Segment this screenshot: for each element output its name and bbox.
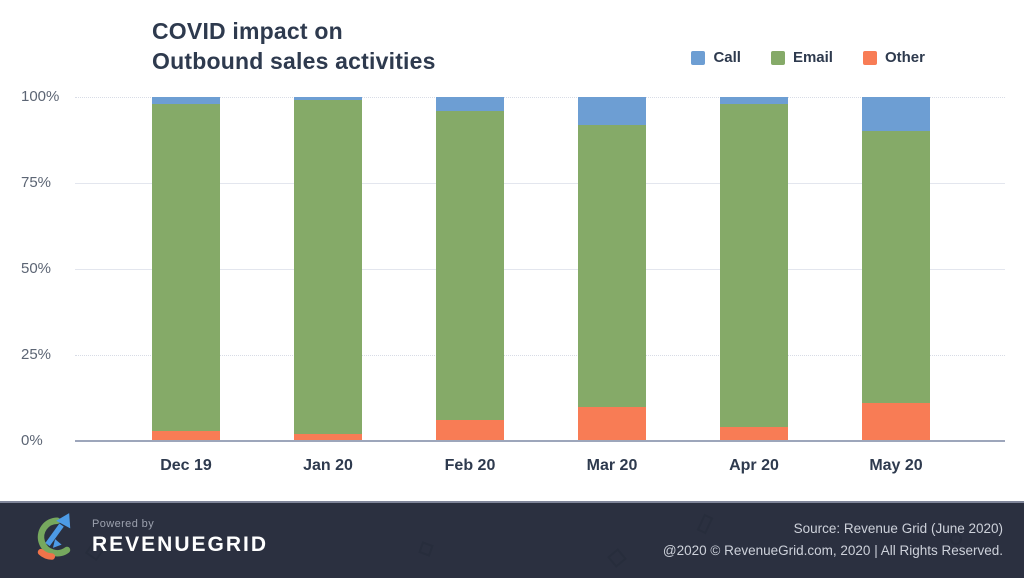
legend-label: Other	[884, 49, 925, 66]
brand-name: REVENUEGRID	[92, 532, 269, 556]
x-tick-apr-20: Apr 20	[729, 457, 779, 474]
bar-stack-feb-20	[436, 97, 504, 441]
chart-legend: Call Email Other	[691, 49, 925, 66]
x-tick-feb-20: Feb 20	[444, 457, 496, 474]
gridline-25-	[75, 355, 1005, 356]
x-axis-line	[75, 440, 1005, 442]
y-tick-50-: 50%	[21, 260, 52, 277]
gridline-100-	[75, 97, 1005, 98]
legend-label: Email	[792, 49, 833, 66]
x-axis-tick-labels: Dec 19 Jan 20 Feb 20 Mar 20 Apr 20 May 20	[115, 457, 967, 475]
bar-segment-email-apr-20	[720, 103, 788, 428]
brand-logo: Powered by REVENUEGRID	[28, 511, 268, 563]
source-line: Source: Revenue Grid (June 2020)	[793, 521, 1003, 536]
x-tick-jan-20: Jan 20	[303, 457, 353, 474]
bar-segment-other-may-20	[862, 403, 930, 441]
bar-stack-mar-20	[578, 97, 646, 441]
copyright-line: @2020 © RevenueGrid.com, 2020 | All Righ…	[662, 543, 1003, 558]
bar-segment-other-dec-19	[152, 430, 220, 441]
y-tick-0-: 0%	[21, 432, 43, 449]
legend-item-call: Call	[691, 49, 741, 66]
bar-segment-email-mar-20	[578, 124, 646, 407]
bar-stack-may-20	[862, 97, 930, 441]
footer: Powered by REVENUEGRID Source: Revenue G…	[0, 501, 1024, 578]
x-tick-dec-19: Dec 19	[160, 457, 212, 474]
bar-segment-email-may-20	[862, 131, 930, 404]
x-tick-mar-20: Mar 20	[586, 457, 638, 474]
y-tick-100-: 100%	[21, 88, 60, 105]
x-tick-may-20: May 20	[869, 457, 923, 474]
bar-segment-other-apr-20	[720, 427, 788, 441]
bar-segment-other-jan-20	[294, 434, 362, 441]
legend-swatch-other	[862, 50, 877, 65]
bar-stack-jan-20	[294, 97, 362, 441]
bar-column-feb-20	[399, 97, 541, 441]
bar-series	[115, 97, 967, 441]
bar-segment-call-jan-20	[294, 97, 362, 101]
bar-segment-call-may-20	[862, 97, 930, 132]
bar-segment-email-feb-20	[436, 110, 504, 421]
legend-swatch-email	[770, 50, 785, 65]
bar-stack-dec-19	[152, 97, 220, 441]
legend-label: Call	[713, 49, 741, 66]
legend-item-other: Other	[862, 49, 925, 66]
chart-title: COVID impact on Outbound sales activitie…	[152, 16, 436, 76]
bar-segment-other-mar-20	[578, 406, 646, 441]
gridline-75-	[75, 183, 1005, 184]
bar-column-may-20	[825, 97, 967, 441]
chart-title-line2: Outbound sales activities	[152, 48, 436, 74]
bar-column-apr-20	[683, 97, 825, 441]
bar-segment-other-feb-20	[436, 420, 504, 441]
bar-segment-email-dec-19	[152, 103, 220, 431]
brand-logo-text: Powered by REVENUEGRID	[92, 518, 268, 557]
legend-swatch-call	[691, 50, 706, 65]
y-tick-75-: 75%	[21, 174, 52, 191]
source-attribution: Source: Revenue Grid (June 2020) @2020 ©…	[663, 518, 1003, 562]
bar-column-dec-19	[115, 97, 257, 441]
gridline-50-	[75, 269, 1005, 270]
bar-segment-call-dec-19	[152, 97, 220, 104]
bar-segment-call-mar-20	[578, 97, 646, 125]
bar-segment-call-feb-20	[436, 97, 504, 111]
bar-column-mar-20	[541, 97, 683, 441]
bar-segment-call-apr-20	[720, 97, 788, 104]
bar-column-jan-20	[257, 97, 399, 441]
revenuegrid-logo-icon	[37, 513, 71, 560]
powered-by-label: Powered by	[92, 517, 155, 530]
confetti-decoration	[418, 541, 434, 557]
legend-item-email: Email	[770, 49, 833, 66]
bar-stack-apr-20	[720, 97, 788, 441]
chart-title-line1: COVID impact on	[152, 18, 343, 44]
bar-segment-email-jan-20	[294, 100, 362, 435]
confetti-decoration	[607, 548, 627, 568]
y-tick-25-: 25%	[21, 346, 52, 363]
